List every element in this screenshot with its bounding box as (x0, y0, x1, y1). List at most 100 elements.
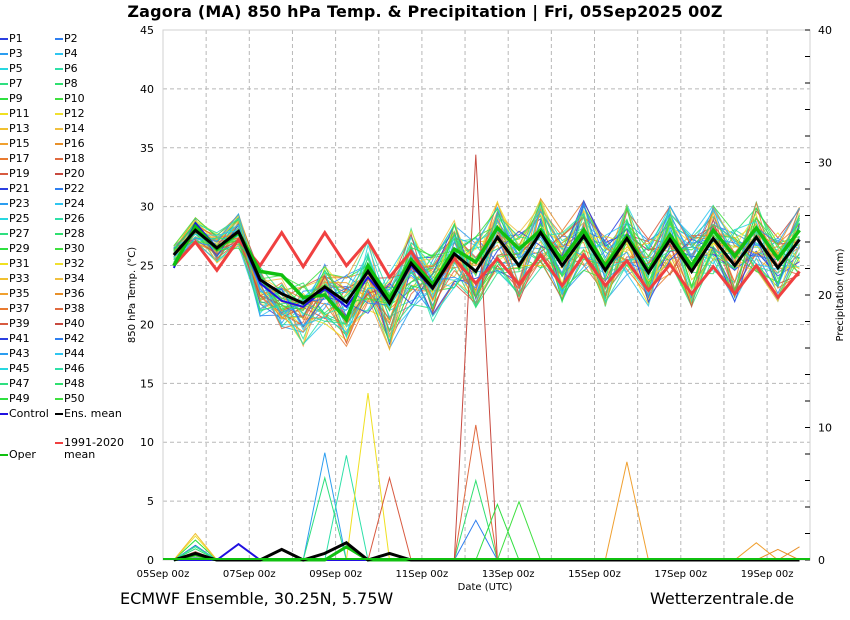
legend-item-p7: P7 (0, 77, 23, 91)
legend-item-p15: P15 (0, 137, 30, 151)
legend-item-ens-mean: Ens. mean (55, 407, 122, 421)
legend-label: P39 (9, 317, 30, 330)
legend-label: P30 (64, 242, 85, 255)
footer-brand: Wetterzentrale.de (650, 589, 795, 608)
legend-label: P42 (64, 332, 85, 345)
x-tick-label: 09Sep 00z (309, 569, 362, 580)
legend-item-p30: P30 (55, 242, 85, 256)
ens-mean-temp-line (172, 228, 801, 307)
legend-item-control: Control (0, 407, 49, 421)
legend-swatch (0, 38, 8, 40)
legend-swatch (55, 143, 63, 145)
legend-item-p46: P46 (55, 362, 85, 376)
legend-swatch (55, 53, 63, 55)
legend-item-p14: P14 (55, 122, 85, 136)
legend-label: P24 (64, 197, 85, 210)
grid (163, 30, 810, 560)
legend-label: P26 (64, 212, 85, 225)
member-precip-line-P2 (173, 519, 800, 561)
legend-label: P10 (64, 92, 85, 105)
legend-label: P12 (64, 107, 85, 120)
legend-label: P18 (64, 152, 85, 165)
legend-swatch (0, 53, 8, 55)
y2-tick-label: 0 (818, 554, 825, 567)
legend-label: P4 (64, 47, 78, 60)
legend-label: P19 (9, 167, 30, 180)
legend-label: P33 (9, 272, 30, 285)
legend-item-p1: P1 (0, 32, 23, 46)
legend-swatch (55, 353, 63, 355)
legend-item-p9: P9 (0, 92, 23, 106)
legend-item-p48: P48 (55, 377, 85, 391)
legend-swatch (0, 323, 8, 325)
legend-item-p29: P29 (0, 242, 30, 256)
legend-item-p12: P12 (55, 107, 85, 121)
legend-item-p47: P47 (0, 377, 30, 391)
legend-label: P25 (9, 212, 30, 225)
legend-swatch (0, 338, 8, 340)
legend-item-p35: P35 (0, 287, 30, 301)
legend-item-p2: P2 (55, 32, 78, 46)
legend-swatch (0, 173, 8, 175)
legend-item-p8: P8 (55, 77, 78, 91)
footer-model-info: ECMWF Ensemble, 30.25N, 5.75W (120, 589, 394, 608)
legend-label: P7 (9, 77, 23, 90)
y-tick-label: 45 (140, 24, 154, 37)
legend-label: P6 (64, 62, 78, 75)
legend-item-p17: P17 (0, 152, 30, 166)
legend-label: P49 (9, 392, 30, 405)
member-temp-line-P44 (173, 202, 800, 333)
legend-swatch (0, 383, 8, 385)
legend-swatch (55, 173, 63, 175)
legend-item-p10: P10 (55, 92, 85, 106)
legend-label: P38 (64, 302, 85, 315)
legend-item-p45: P45 (0, 362, 30, 376)
legend-item-p4: P4 (55, 47, 78, 61)
legend-label: P1 (9, 32, 23, 45)
legend-swatch (0, 113, 8, 115)
y-tick-label: 5 (147, 495, 154, 508)
legend-item-p16: P16 (55, 137, 85, 151)
legend-item-p40: P40 (55, 317, 85, 331)
legend-item-p44: P44 (55, 347, 85, 361)
legend-label: P27 (9, 227, 30, 240)
legend-swatch (55, 383, 63, 385)
legend-label: P9 (9, 92, 23, 105)
y-tick-label: 30 (140, 201, 154, 214)
legend-label: P44 (64, 347, 85, 360)
y-tick-label: 25 (140, 260, 154, 273)
legend-label: P40 (64, 317, 85, 330)
legend-swatch (55, 233, 63, 235)
legend-swatch (55, 98, 63, 100)
legend-label: Control (9, 407, 49, 420)
legend-swatch (0, 68, 8, 70)
y-tick-label: 15 (140, 377, 154, 390)
legend-label: P35 (9, 287, 30, 300)
x-tick-label: 11Sep 00z (396, 569, 449, 580)
y-axis-label: 850 hPa Temp. (°C) (127, 247, 138, 343)
legend-swatch (55, 113, 63, 115)
legend-swatch (0, 203, 8, 205)
legend-item-p39: P39 (0, 317, 30, 331)
legend-label: P28 (64, 227, 85, 240)
legend-item-p6: P6 (55, 62, 78, 76)
legend-label: P17 (9, 152, 30, 165)
member-temp-line-P48 (173, 214, 800, 314)
legend-item-p18: P18 (55, 152, 85, 166)
legend-item-p20: P20 (55, 167, 85, 181)
legend-label: P21 (9, 182, 30, 195)
y2-tick-label: 20 (818, 289, 832, 302)
member-precip-line-P11 (173, 393, 800, 561)
x-tick-label: 19Sep 00z (741, 569, 794, 580)
legend-swatch (55, 293, 63, 295)
x-tick-label: 15Sep 00z (568, 569, 621, 580)
legend-swatch (0, 293, 8, 295)
legend-swatch (0, 263, 8, 265)
legend-item-p42: P42 (55, 332, 85, 346)
legend-label: P13 (9, 122, 30, 135)
legend-item-p21: P21 (0, 182, 30, 196)
legend-label: P50 (64, 392, 85, 405)
legend-swatch (0, 248, 8, 250)
legend-item-p31: P31 (0, 257, 30, 271)
